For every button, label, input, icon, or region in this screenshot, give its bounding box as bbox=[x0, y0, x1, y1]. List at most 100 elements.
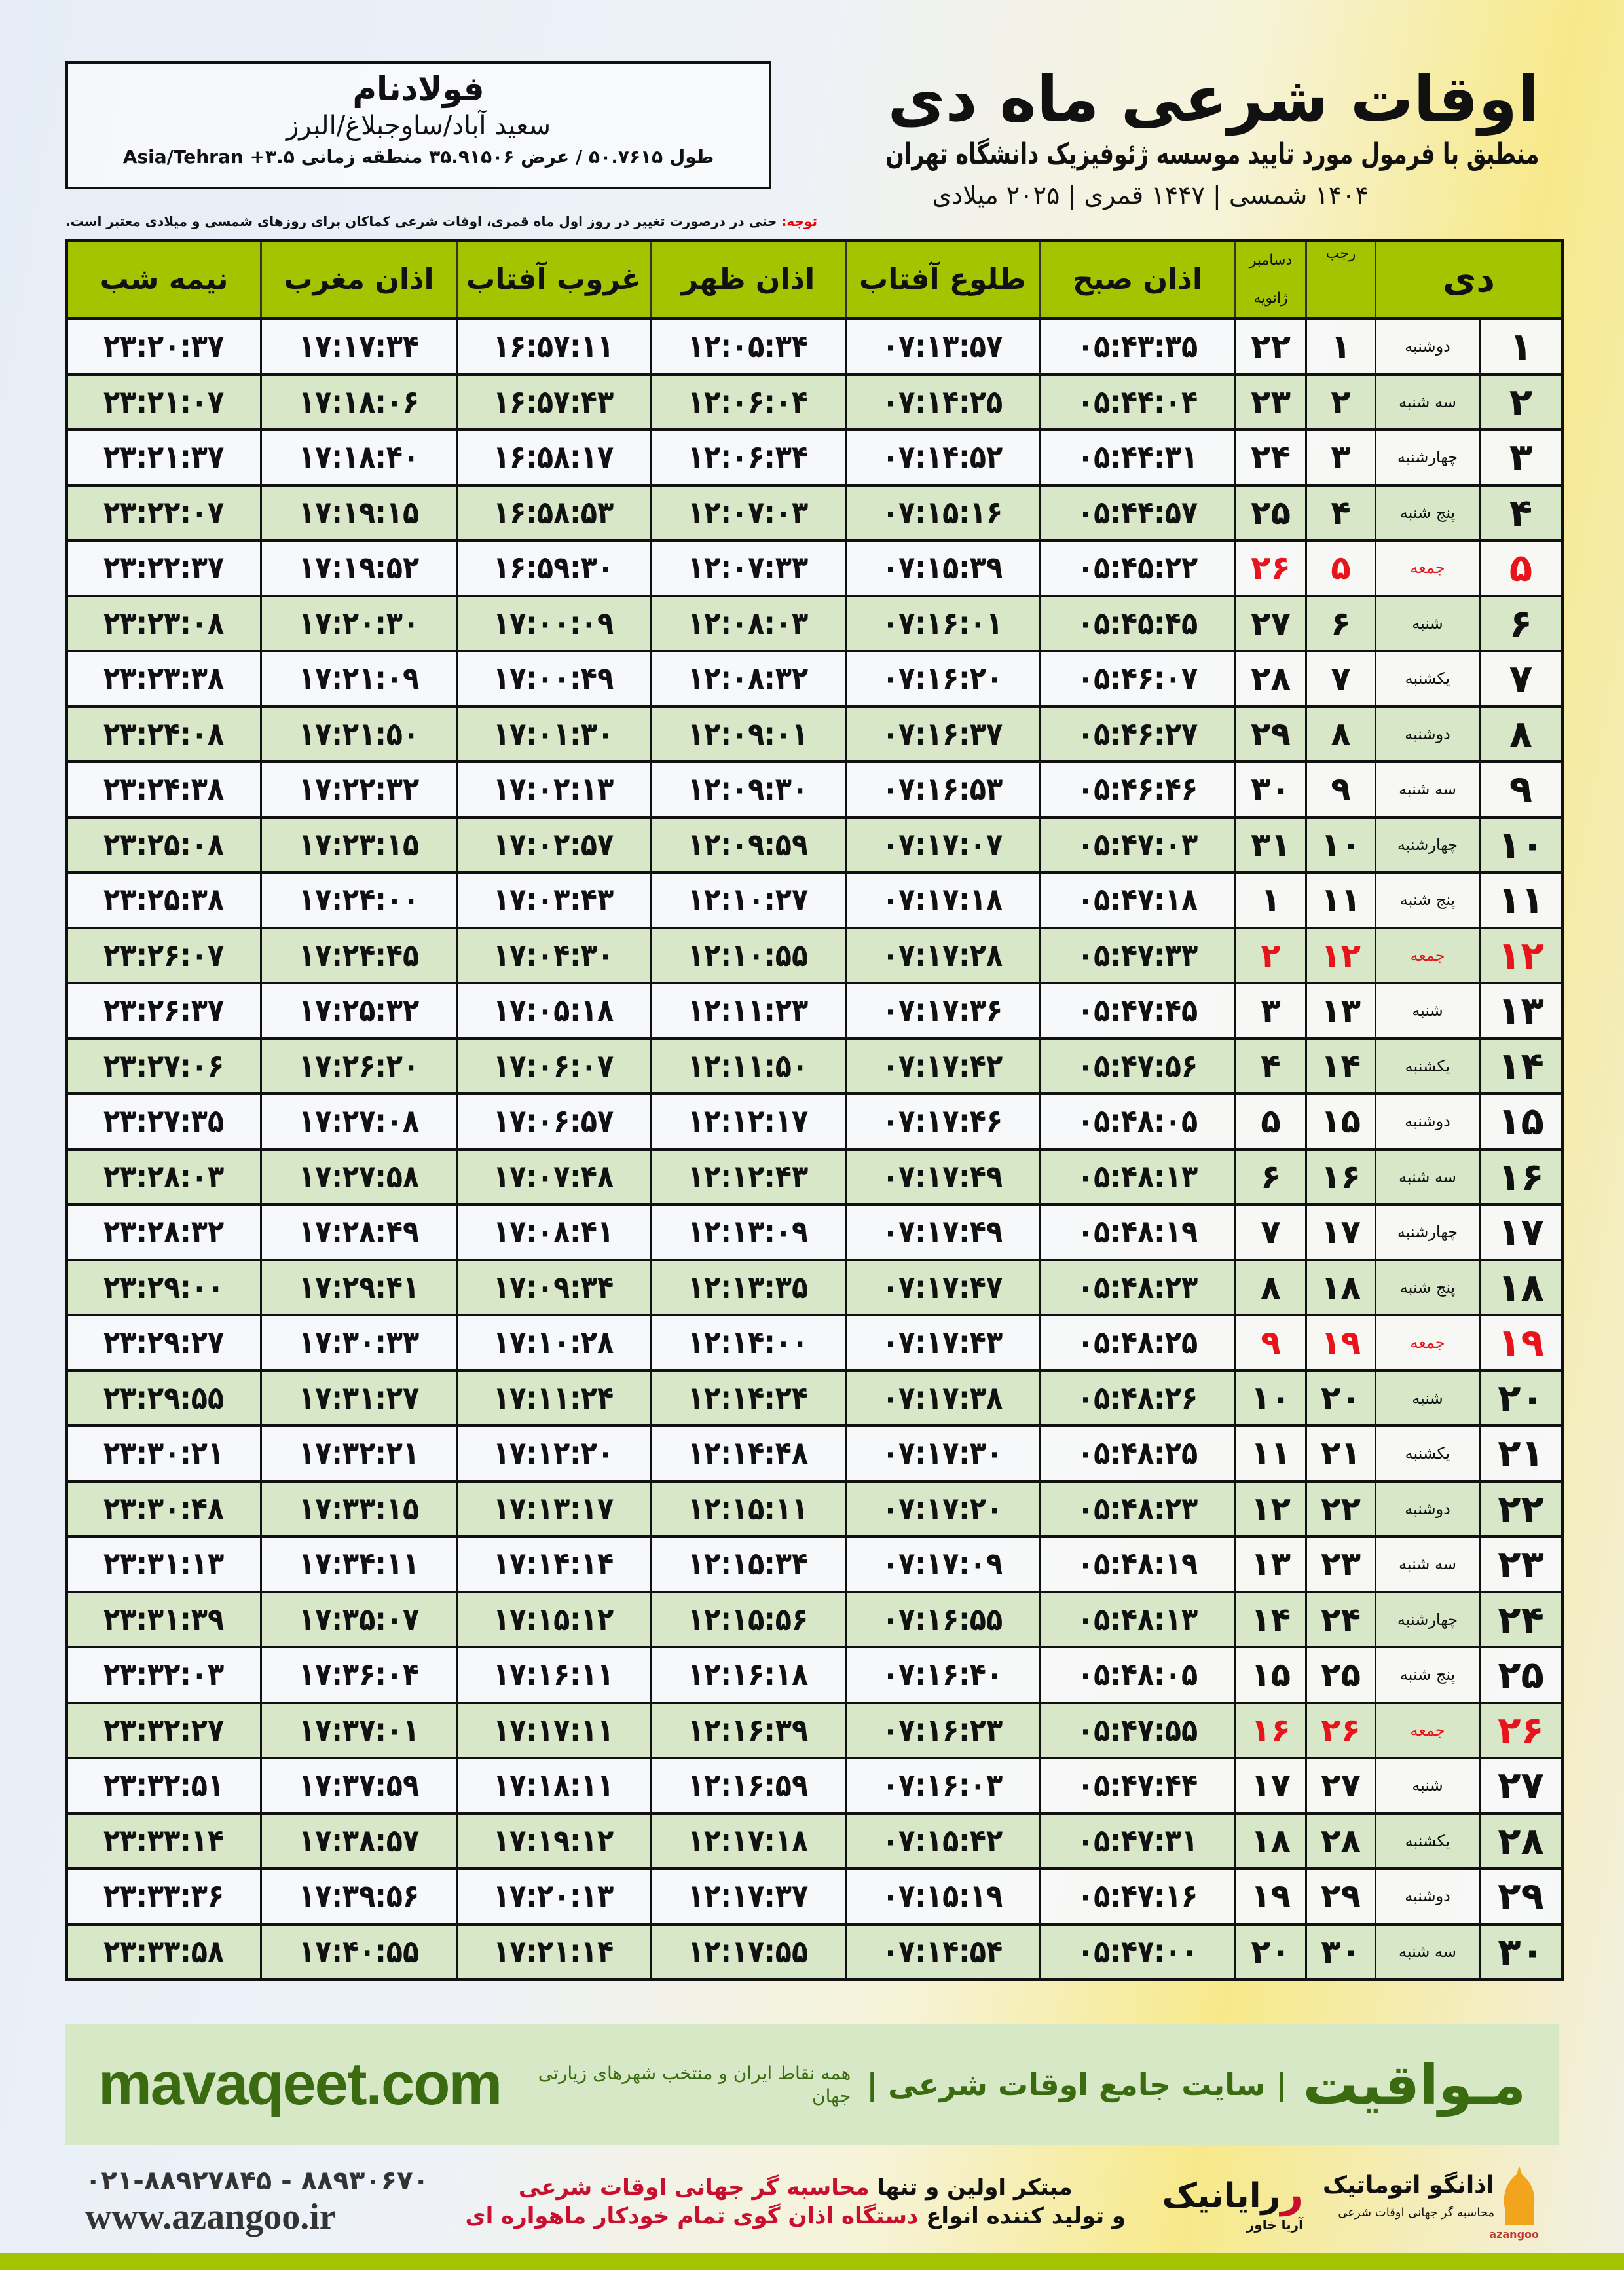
cell-day: ۴ bbox=[1479, 486, 1561, 539]
cell-maghrib-value: ۱۷:۲۵:۳۲ bbox=[298, 992, 420, 1030]
cell-greg: ۵ bbox=[1234, 1095, 1305, 1148]
cell-midnight-value: ۲۳:۳۰:۴۸ bbox=[103, 1490, 225, 1527]
cell-sunset-value: ۱۷:۰۶:۵۷ bbox=[493, 1103, 614, 1140]
cell-maghrib: ۱۷:۱۸:۰۶ bbox=[260, 375, 456, 428]
cell-midnight: ۲۳:۲۸:۰۳ bbox=[68, 1151, 260, 1204]
cell-maghrib-value: ۱۷:۲۶:۲۰ bbox=[298, 1047, 420, 1085]
cell-weekday: چهارشنبه bbox=[1375, 1206, 1479, 1259]
cell-fajr-value: ۰۵:۴۸:۲۵ bbox=[1077, 1435, 1198, 1472]
cell-sunset: ۱۷:۰۱:۳۰ bbox=[456, 707, 650, 760]
cell-fajr-value: ۰۵:۴۸:۰۵ bbox=[1077, 1656, 1198, 1694]
cell-midnight-value: ۲۳:۲۶:۰۷ bbox=[103, 937, 225, 974]
cell-dhuhr: ۱۲:۱۶:۳۹ bbox=[650, 1703, 845, 1757]
cell-midnight: ۲۳:۲۰:۳۷ bbox=[68, 320, 260, 373]
cell-sunrise: ۰۷:۱۷:۲۰ bbox=[845, 1482, 1039, 1535]
cell-maghrib-value: ۱۷:۲۷:۰۸ bbox=[298, 1103, 420, 1140]
cell-greg: ۱۵ bbox=[1234, 1648, 1305, 1702]
cell-rajab: ۲۵ bbox=[1305, 1648, 1375, 1702]
cell-greg: ۲۵ bbox=[1234, 486, 1305, 539]
cell-day: ۱۳ bbox=[1479, 984, 1561, 1037]
cell-sunset-value: ۱۷:۱۵:۱۲ bbox=[493, 1601, 614, 1638]
cell-sunrise-value: ۰۷:۱۶:۰۳ bbox=[882, 1767, 1003, 1804]
cell-sunrise-value: ۰۷:۱۶:۲۰ bbox=[882, 660, 1003, 698]
cell-dhuhr-value: ۱۲:۱۷:۱۸ bbox=[688, 1822, 809, 1859]
cell-dhuhr: ۱۲:۰۶:۳۴ bbox=[650, 431, 845, 484]
cell-maghrib: ۱۷:۳۵:۰۷ bbox=[260, 1593, 456, 1646]
cell-sunrise: ۰۷:۱۷:۴۹ bbox=[845, 1150, 1039, 1203]
cell-dhuhr-value: ۱۲:۱۰:۵۵ bbox=[688, 937, 809, 974]
cell-greg: ۱۹ bbox=[1234, 1870, 1305, 1923]
col-maghrib: اذان مغرب bbox=[260, 242, 456, 317]
cell-day: ۲۷ bbox=[1479, 1759, 1561, 1812]
cell-fajr: ۰۵:۴۷:۱۶ bbox=[1039, 1870, 1234, 1923]
cell-sunset: ۱۷:۰۲:۵۷ bbox=[456, 818, 650, 871]
cell-greg: ۱ bbox=[1234, 874, 1305, 927]
cell-fajr-value: ۰۵:۴۸:۲۳ bbox=[1077, 1269, 1198, 1306]
cell-greg: ۲۸ bbox=[1234, 652, 1305, 705]
cell-midnight-value: ۲۳:۳۳:۳۶ bbox=[103, 1878, 225, 1915]
cell-dhuhr-value: ۱۲:۰۷:۳۳ bbox=[688, 549, 809, 587]
cell-dhuhr-value: ۱۲:۱۳:۳۵ bbox=[688, 1269, 809, 1306]
cell-midnight-value: ۲۳:۳۲:۲۷ bbox=[103, 1711, 225, 1749]
cell-maghrib-value: ۱۷:۳۸:۵۷ bbox=[298, 1822, 420, 1859]
cell-sunrise-value: ۰۷:۱۴:۵۲ bbox=[882, 439, 1003, 476]
cell-sunset: ۱۷:۰۲:۱۳ bbox=[456, 763, 650, 816]
cell-day: ۳۰ bbox=[1479, 1925, 1561, 1978]
cell-midnight-value: ۲۳:۲۱:۳۷ bbox=[103, 439, 225, 476]
cell-fajr: ۰۵:۴۷:۵۵ bbox=[1039, 1703, 1234, 1757]
cell-sunset: ۱۷:۱۲:۲۰ bbox=[456, 1427, 650, 1480]
raynik-sub: آریا خاور bbox=[1246, 2217, 1303, 2233]
note: توجه: حتی در درصورت تغییر در روز اول ماه… bbox=[65, 214, 817, 229]
cell-midnight: ۲۳:۲۱:۰۷ bbox=[68, 376, 260, 429]
cell-day: ۲۳ bbox=[1479, 1538, 1561, 1591]
cell-fajr-value: ۰۵:۴۸:۲۶ bbox=[1077, 1379, 1198, 1417]
cell-dhuhr: ۱۲:۱۱:۵۰ bbox=[650, 1039, 845, 1092]
cell-sunset: ۱۷:۰۳:۴۳ bbox=[456, 874, 650, 927]
cell-dhuhr-value: ۱۲:۱۶:۵۹ bbox=[688, 1767, 809, 1804]
cell-dhuhr: ۱۲:۰۶:۰۴ bbox=[650, 375, 845, 428]
cell-maghrib-value: ۱۷:۲۴:۴۵ bbox=[298, 937, 420, 974]
cell-sunset-value: ۱۷:۰۹:۳۴ bbox=[493, 1269, 614, 1306]
cell-dhuhr: ۱۲:۱۵:۵۶ bbox=[650, 1593, 845, 1646]
cell-dhuhr-value: ۱۲:۰۵:۳۴ bbox=[688, 328, 809, 365]
cell-dhuhr-value: ۱۲:۰۷:۰۳ bbox=[688, 494, 809, 531]
cell-fajr: ۰۵:۴۸:۱۹ bbox=[1039, 1538, 1234, 1591]
cell-midnight-value: ۲۳:۲۵:۳۸ bbox=[103, 882, 225, 919]
cell-dhuhr: ۱۲:۰۷:۳۳ bbox=[650, 542, 845, 595]
cell-midnight: ۲۳:۲۱:۳۷ bbox=[68, 431, 260, 484]
cell-maghrib-value: ۱۷:۳۱:۲۷ bbox=[298, 1379, 420, 1417]
site-link[interactable]: mavaqeet.com bbox=[98, 2051, 502, 2117]
cell-sunrise-value: ۰۷:۱۶:۰۱ bbox=[882, 605, 1003, 642]
cell-weekday: سه شنبه bbox=[1375, 1925, 1479, 1978]
cell-sunrise: ۰۷:۱۶:۰۳ bbox=[845, 1759, 1039, 1812]
cell-sunrise-value: ۰۷:۱۶:۴۰ bbox=[882, 1656, 1003, 1694]
cell-rajab: ۱۶ bbox=[1305, 1150, 1375, 1203]
cell-dhuhr: ۱۲:۱۰:۲۷ bbox=[650, 874, 845, 927]
raynik-logo: ررایانیک آریا خاور bbox=[1162, 2171, 1303, 2233]
cell-greg: ۲۶ bbox=[1234, 542, 1305, 595]
cell-sunset-value: ۱۶:۵۸:۵۳ bbox=[493, 494, 614, 531]
table-row: ۲۳:۲۱:۰۷ ۱۷:۱۸:۰۶ ۱۶:۵۷:۴۳ ۱۲:۰۶:۰۴ ۰۷:۱۴:۲۵… bbox=[68, 375, 1561, 431]
azangoo-sub: محاسبه گر جهانی اوقات شرعی bbox=[1338, 2206, 1494, 2220]
cell-midnight-value: ۲۳:۲۰:۳۷ bbox=[103, 328, 225, 365]
cell-midnight: ۲۳:۳۲:۵۱ bbox=[68, 1759, 260, 1812]
cell-sunset-value: ۱۷:۱۴:۱۴ bbox=[493, 1546, 614, 1583]
cell-weekday: دوشنبه bbox=[1375, 1482, 1479, 1535]
note-label: توجه: bbox=[781, 214, 817, 229]
cell-sunset-value: ۱۷:۰۸:۴۱ bbox=[493, 1214, 614, 1251]
azangoo-link[interactable]: www.azangoo.ir bbox=[85, 2197, 336, 2237]
cell-sunrise-value: ۰۷:۱۷:۴۶ bbox=[882, 1103, 1003, 1140]
cell-fajr: ۰۵:۴۸:۲۵ bbox=[1039, 1316, 1234, 1369]
cell-sunrise: ۰۷:۱۵:۱۶ bbox=[845, 486, 1039, 539]
cell-maghrib: ۱۷:۲۲:۳۲ bbox=[260, 763, 456, 816]
cell-maghrib: ۱۷:۱۹:۱۵ bbox=[260, 486, 456, 539]
cell-sunset-value: ۱۷:۱۳:۱۷ bbox=[493, 1490, 614, 1527]
cell-sunrise-value: ۰۷:۱۵:۱۶ bbox=[882, 494, 1003, 531]
table-row: ۲۳:۳۲:۵۱ ۱۷:۳۷:۵۹ ۱۷:۱۸:۱۱ ۱۲:۱۶:۵۹ ۰۷:۱۶:۰۳… bbox=[68, 1759, 1561, 1815]
cell-dhuhr: ۱۲:۱۲:۴۳ bbox=[650, 1150, 845, 1203]
cell-sunrise-value: ۰۷:۱۳:۵۷ bbox=[882, 328, 1003, 365]
cell-day: ۲۴ bbox=[1479, 1593, 1561, 1646]
promo-1b: محاسبه گر جهانی اوقات شرعی bbox=[518, 2174, 870, 2201]
cell-sunrise: ۰۷:۱۷:۴۲ bbox=[845, 1039, 1039, 1092]
cell-dhuhr: ۱۲:۰۹:۳۰ bbox=[650, 763, 845, 816]
